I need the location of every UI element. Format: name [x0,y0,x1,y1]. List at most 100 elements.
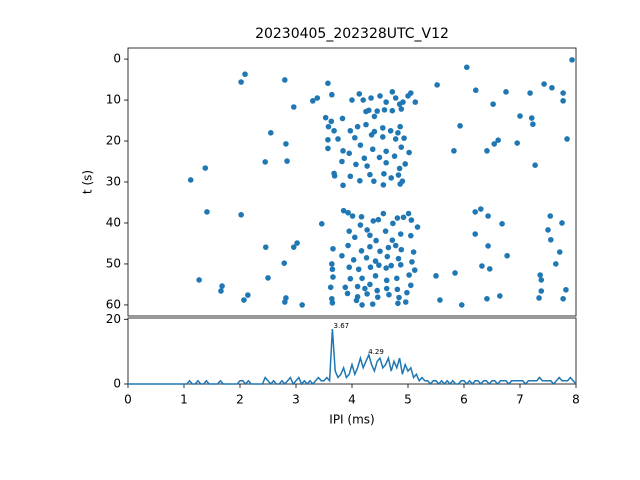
scatter-point [411,267,418,273]
scatter-point [560,98,566,104]
scatter-point [350,257,357,263]
scatter-point [398,246,405,253]
scatter-point [342,284,349,291]
scatter-point [325,123,332,130]
scatter-point [352,134,358,141]
scatter-point [398,144,405,150]
scatter-point [408,90,414,96]
scatter-point [283,141,289,147]
scatter-point [414,224,421,230]
scatter-point [412,99,419,105]
scatter-point [339,115,346,122]
scatter-point [380,125,386,131]
scatter-point [368,95,374,101]
scatter-point [374,287,381,294]
line-series [128,328,577,386]
scatter-point [556,249,563,255]
scatter-point [284,158,290,164]
y-tick-label: 30 [106,175,121,189]
scatter-point [314,95,321,101]
scatter-point [353,161,359,168]
scatter-point [325,145,331,152]
scatter-point [357,142,364,148]
scatter-point [345,242,351,249]
scatter-point [472,209,479,215]
y-axis-label: t (s) [81,170,95,194]
y-tick-label: 20 [106,134,121,148]
scatter-point [389,237,396,243]
x-tick-label: 7 [516,393,524,407]
scatter-point [517,113,523,119]
scatter-point [374,294,381,300]
scatter-point [478,206,484,212]
scatter-point [361,155,368,162]
scatter-point [385,244,392,251]
scatter-point [395,255,402,262]
scatter-point [347,275,354,282]
scatter-point [344,290,351,297]
scatter-point [396,294,402,301]
x-tick-label: 1 [180,393,188,407]
scatter-point [268,130,274,136]
y-tick-label: 0 [113,377,121,391]
scatter-point [346,264,353,271]
scatter-point [394,215,401,221]
scatter-point [527,90,533,96]
scatter-point [340,207,347,214]
scatter-point [290,244,297,250]
scatter-point [451,148,457,154]
scatter-point [241,297,247,303]
scatter-point [548,236,554,243]
scatter-point [242,71,248,78]
scatter-point [218,288,224,294]
scatter-point [388,175,395,181]
scatter-point [196,277,202,283]
scatter-point [349,97,355,103]
scatter-point [390,220,396,227]
scatter-point [394,286,401,293]
scatter-point [282,77,288,83]
scatter-point [328,118,335,125]
scatter-point [408,217,415,223]
scatter-point [380,182,387,188]
scatter-point [383,285,390,292]
scatter-point [532,162,538,168]
scatter-point [383,265,389,271]
scatter-point [395,300,401,307]
scatter-point [281,260,288,266]
scatter-point [499,220,505,227]
scatter-point [375,216,382,223]
scatter-point [392,136,399,142]
chart-title: 20230405_202328UTC_V12 [255,26,449,42]
scatter-point [357,177,363,184]
scatter-point [349,213,356,219]
scatter-point [457,123,463,129]
scatter-point [331,173,338,179]
scatter-point [358,214,365,220]
scatter-point [408,282,414,289]
scatter-point [569,57,575,63]
scatter-point [383,148,389,155]
scatter-point [358,248,365,254]
scatter-point [382,228,389,234]
scatter-point [404,289,410,296]
scatter-point [355,266,362,273]
scatter-point [402,299,409,305]
scatter-point [402,161,409,167]
scatter-point [383,159,389,166]
y-tick-label: 40 [106,215,121,229]
scatter-point [394,275,400,282]
scatter-point [340,148,346,154]
scatter-point [329,266,336,273]
scatter-point [389,89,396,95]
scatter-point [368,132,375,138]
scatter-point [376,154,383,161]
scatter-point [262,159,269,165]
scatter-point [238,211,244,218]
scatter-point [406,149,412,156]
scatter-point [400,214,407,221]
scatter-point [373,237,379,244]
scatter-point [187,177,194,183]
scatter-point [330,245,336,252]
scatter-point [386,291,392,298]
